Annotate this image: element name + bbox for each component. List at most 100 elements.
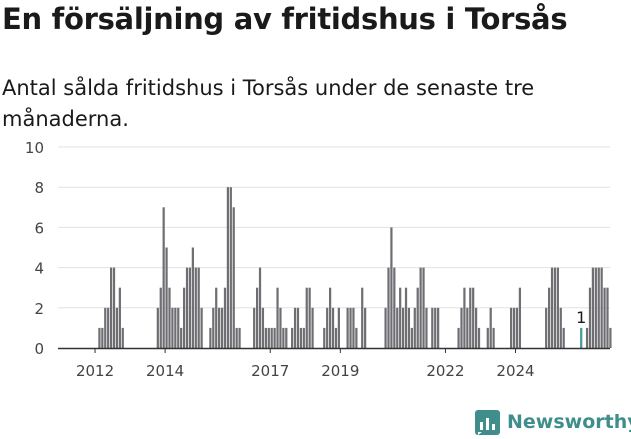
bar — [512, 307, 516, 348]
bar — [349, 307, 352, 348]
bar — [209, 327, 212, 348]
bar — [594, 267, 597, 348]
bar — [220, 307, 224, 348]
bar — [177, 307, 180, 348]
y-tick-label: 10 — [25, 139, 44, 157]
bar — [273, 327, 276, 348]
bar — [159, 287, 162, 348]
bar — [510, 307, 513, 348]
bar — [212, 307, 215, 348]
chart-title: En försäljning av fritidshus i Torsås — [2, 2, 568, 36]
bar — [258, 267, 262, 348]
x-tick-label: 2012 — [76, 362, 114, 380]
bar — [296, 307, 300, 348]
bar — [361, 287, 364, 348]
bar — [185, 267, 189, 348]
bar — [606, 287, 609, 348]
bar — [600, 267, 603, 348]
bar — [104, 307, 107, 348]
newsworthy-brand[interactable]: Newsworthy — [475, 407, 631, 437]
bar — [107, 307, 110, 348]
bar — [559, 307, 562, 348]
bar — [115, 307, 119, 348]
bar — [585, 327, 589, 348]
bar — [305, 287, 308, 348]
highlight-bar — [580, 327, 583, 348]
bar — [477, 327, 481, 348]
bar — [419, 267, 422, 348]
chart-subtitle: Antal sålda fritidshus i Torsås under de… — [2, 76, 535, 131]
bar — [171, 307, 174, 348]
bar — [492, 327, 495, 348]
bar — [556, 267, 559, 348]
bar — [285, 327, 288, 348]
bar — [109, 267, 113, 348]
bar — [401, 307, 405, 348]
bar — [553, 267, 557, 348]
bar — [197, 267, 200, 348]
bar — [229, 187, 232, 348]
highlight-bar-label: 1 — [576, 308, 586, 327]
bar — [223, 287, 227, 348]
bar — [550, 267, 554, 348]
bar — [194, 267, 197, 348]
bar-chart: 0 2 4 6 8 10 1 2012 2014 2017 2019 2022 2024 — [25, 139, 612, 380]
bar — [101, 327, 104, 348]
bar — [422, 267, 425, 348]
bar — [235, 327, 238, 348]
bar — [168, 287, 171, 348]
bar — [328, 287, 332, 348]
bar — [218, 307, 221, 348]
bar — [597, 267, 600, 348]
bar — [390, 227, 393, 348]
bar — [308, 287, 311, 348]
bar — [346, 307, 349, 348]
bar — [352, 307, 355, 348]
y-tick-label: 6 — [34, 219, 44, 237]
bar — [337, 307, 340, 348]
y-tick-label: 0 — [34, 340, 44, 358]
bar — [413, 307, 416, 348]
y-tick-label: 8 — [34, 179, 44, 197]
bar — [270, 327, 273, 348]
bar — [399, 287, 402, 348]
bar — [156, 307, 159, 348]
bar — [463, 287, 466, 348]
bar — [302, 327, 305, 348]
bar — [326, 307, 329, 348]
bar — [112, 267, 116, 348]
bar — [474, 307, 478, 348]
bar — [437, 307, 440, 348]
bar — [393, 267, 396, 348]
bar — [276, 287, 279, 348]
bar — [404, 287, 408, 348]
bar — [191, 247, 194, 348]
y-tick-label: 2 — [34, 300, 44, 318]
bar — [282, 327, 285, 348]
bar — [518, 287, 522, 348]
x-tick-label: 2019 — [321, 362, 359, 380]
bar — [293, 307, 297, 348]
bar — [188, 267, 192, 348]
x-tick-label: 2022 — [426, 362, 464, 380]
bar — [355, 327, 358, 348]
bar — [180, 327, 183, 348]
bar — [364, 307, 367, 348]
bar — [279, 307, 282, 348]
bar — [545, 307, 548, 348]
bar — [238, 327, 241, 348]
bar — [232, 207, 235, 348]
bar — [118, 287, 121, 348]
bar — [410, 327, 413, 348]
bar — [121, 327, 124, 348]
bar — [162, 207, 165, 348]
bar — [264, 327, 267, 348]
bar — [331, 307, 335, 348]
bar — [425, 307, 428, 348]
bar — [416, 287, 419, 348]
bar — [174, 307, 177, 348]
bar — [387, 267, 390, 348]
bar — [460, 307, 463, 348]
bar — [486, 327, 489, 348]
brand-name: Newsworthy — [507, 411, 631, 433]
